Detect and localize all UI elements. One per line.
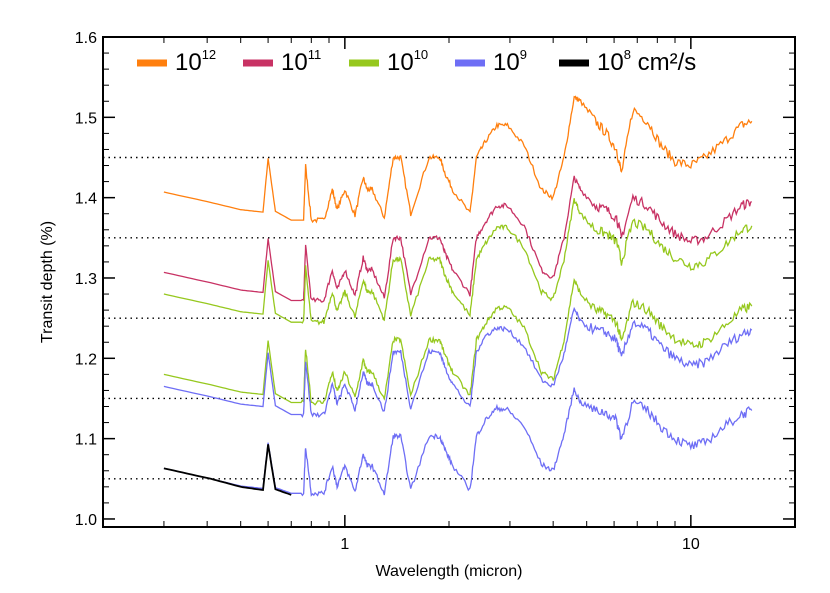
legend-entry: 109 (493, 47, 527, 76)
axis-ticks: 1.0 1.1 1.2 1.3 1.4 1.5 1.6 1 10 (75, 30, 796, 553)
y-axis-title: Transit depth (%) (39, 221, 56, 343)
legend-entry: 1011 (281, 47, 321, 76)
series-lines (163, 95, 753, 497)
series-line (163, 95, 753, 224)
y-tick-label: 1.0 (75, 512, 97, 529)
series-line (163, 277, 753, 406)
y-tick-label: 1.1 (75, 432, 97, 449)
legend-entry: 108 cm²/s (597, 47, 696, 76)
series-line (163, 444, 292, 496)
legend-entry: 1010 (387, 47, 428, 76)
reference-lines (103, 156, 795, 480)
legend: 1012 1011 1010 109 108 cm²/s (137, 47, 696, 76)
series-line (163, 387, 753, 497)
y-tick-label: 1.6 (75, 30, 97, 47)
series-line (163, 306, 753, 419)
legend-entry: 1012 (175, 47, 216, 76)
y-tick-label: 1.5 (75, 110, 97, 127)
series-line (163, 175, 753, 303)
x-tick-label: 1 (340, 536, 349, 553)
series-line (163, 198, 753, 326)
y-tick-label: 1.3 (75, 271, 97, 288)
y-tick-label: 1.4 (75, 191, 97, 208)
x-tick-label: 10 (682, 536, 700, 553)
x-axis-title: Wavelength (micron) (375, 563, 522, 580)
y-tick-label: 1.2 (75, 351, 97, 368)
